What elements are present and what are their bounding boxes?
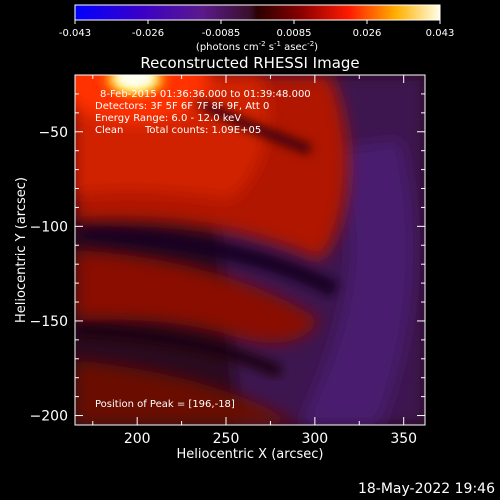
annotation-time-range: 8-Feb-2015 01:36:36.000 to 01:39:48.000	[100, 89, 311, 100]
heatmap-image	[75, 75, 425, 425]
colorbar-tick-label: -0.043	[59, 28, 91, 39]
colorbar-unit: (photons cm-2 s-1 asec-2)	[196, 40, 318, 53]
y-tick-label: −150	[30, 314, 68, 330]
annotation-detectors: Detectors: 3F 5F 6F 7F 8F 9F, Att 0	[95, 101, 269, 112]
x-tick-label: 300	[301, 431, 328, 447]
y-tick-labels: −50 −100 −150 −200	[30, 125, 68, 425]
x-tick-labels: 200 250 300 350	[124, 431, 417, 447]
axis-ticks	[75, 74, 425, 425]
annotation-counts: Total counts: 1.09E+05	[144, 125, 261, 136]
y-axis-label: Heliocentric Y (arcsec)	[14, 177, 29, 323]
colorbar-tick-label: 0.026	[353, 28, 382, 39]
annotation-energy: Energy Range: 6.0 - 12.0 keV	[95, 113, 241, 124]
colorbar-tick-label: 0.0085	[277, 28, 312, 39]
colorbar-tick-label: -0.0085	[202, 28, 241, 39]
x-tick-label: 350	[390, 431, 417, 447]
colorbar-tick-label: 0.043	[426, 28, 455, 39]
annotation-peak: Position of Peak = [196,-18]	[95, 399, 235, 410]
y-tick-label: −200	[30, 409, 68, 425]
x-axis-label: Heliocentric X (arcsec)	[177, 447, 324, 462]
chart-title: Reconstructed RHESSI Image	[140, 54, 359, 72]
x-tick-label: 200	[124, 431, 151, 447]
y-tick-label: −100	[30, 219, 68, 235]
y-tick-label: −50	[38, 125, 68, 141]
plot-frame	[74, 74, 426, 426]
colorbar	[74, 4, 441, 21]
colorbar-ticks	[74, 20, 441, 24]
annotation-clean: Clean	[95, 125, 123, 136]
footer-timestamp: 18-May-2022 19:46	[358, 481, 495, 497]
colorbar-tick-label: -0.026	[132, 28, 164, 39]
x-tick-label: 250	[213, 431, 240, 447]
